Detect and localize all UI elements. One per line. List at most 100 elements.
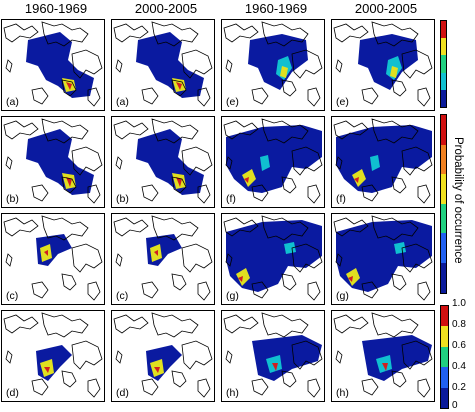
coastline <box>223 217 259 237</box>
coastline <box>251 184 269 202</box>
range-region <box>244 177 249 183</box>
coastline <box>41 312 89 338</box>
range-map <box>333 21 433 107</box>
coastline <box>181 340 213 370</box>
coastline <box>171 176 187 194</box>
range-map <box>223 215 323 301</box>
range-region <box>260 155 270 171</box>
coastline <box>371 312 419 338</box>
colorbar-tick-2: 0.8 <box>452 319 466 330</box>
coastline <box>281 370 297 388</box>
coastline <box>171 370 187 388</box>
coastline <box>115 59 123 73</box>
range-region <box>242 169 256 187</box>
coastline <box>335 350 343 364</box>
coastline <box>61 370 77 388</box>
coastline <box>291 340 323 370</box>
coastline <box>171 273 187 291</box>
range-region <box>354 177 359 183</box>
range-region <box>226 125 322 193</box>
coastline <box>291 146 323 176</box>
coastline <box>5 253 13 267</box>
coastline <box>225 253 233 267</box>
coastline <box>197 87 211 107</box>
range-map <box>3 312 103 398</box>
coastline <box>225 350 233 364</box>
coastline <box>31 184 49 202</box>
column-title-2: 2000-2005 <box>134 1 198 16</box>
range-region <box>390 66 398 78</box>
coastline <box>371 215 419 241</box>
range-region <box>238 276 243 282</box>
range-map <box>223 21 323 107</box>
range-region <box>272 363 278 371</box>
coastline <box>333 23 369 43</box>
range-region <box>284 242 296 254</box>
coastline <box>115 350 123 364</box>
colorbar-tick-1: 1.0 <box>452 298 466 309</box>
coastline <box>261 215 309 241</box>
range-region <box>176 82 182 90</box>
coastline <box>281 79 297 97</box>
coastline <box>335 156 343 170</box>
map-panel: (d) <box>111 310 215 402</box>
coastline <box>307 378 321 398</box>
coastline <box>391 176 407 194</box>
range-map <box>333 215 433 301</box>
range-region <box>370 155 380 171</box>
column-title-4: 2000-2005 <box>354 1 418 16</box>
colorbar-tick-5: 0.2 <box>452 382 466 393</box>
map-panel: (c) <box>111 213 215 305</box>
range-region <box>280 66 288 78</box>
panel-label: (a) <box>115 96 130 108</box>
range-region <box>44 367 50 373</box>
map-panel: (a) <box>1 19 105 111</box>
range-region <box>362 335 432 381</box>
panel-label: (e) <box>335 96 350 108</box>
panel-label: (f) <box>335 193 347 205</box>
coastline <box>307 184 321 204</box>
coastline <box>197 184 211 204</box>
range-map <box>113 118 213 204</box>
coastline <box>401 243 433 273</box>
coastline <box>417 184 431 204</box>
coastline <box>417 87 431 107</box>
coastline <box>361 184 379 202</box>
coastline <box>87 184 101 204</box>
colorbar-upper <box>440 20 447 108</box>
coastline <box>223 120 259 140</box>
coastline <box>417 378 431 398</box>
coastline <box>31 87 49 105</box>
coastline <box>335 253 343 267</box>
map-panel: (g) <box>221 213 325 305</box>
coastline <box>261 312 309 338</box>
map-panel: (b) <box>111 116 215 208</box>
range-map <box>113 312 213 398</box>
panel-label: (g) <box>225 290 240 302</box>
colorbar-mid <box>440 114 447 294</box>
coastline <box>181 243 213 273</box>
range-map <box>223 312 323 398</box>
coastline <box>333 120 369 140</box>
coastline <box>333 314 369 334</box>
coastline <box>151 312 199 338</box>
coastline <box>141 281 159 299</box>
colorbar-tick-6: 0 <box>452 400 458 411</box>
range-region <box>66 177 72 187</box>
range-region <box>136 32 204 98</box>
map-panel: (f) <box>331 116 435 208</box>
range-region <box>136 129 204 195</box>
coastline <box>361 87 379 105</box>
coastline <box>181 49 213 79</box>
coastline <box>71 243 103 273</box>
coastline <box>261 118 309 144</box>
range-map <box>223 118 323 204</box>
panel-label: (c) <box>5 290 20 302</box>
panel-label: (c) <box>115 290 130 302</box>
range-map <box>113 215 213 301</box>
coastline <box>61 79 77 97</box>
column-title-3: 1960-1969 <box>244 1 308 16</box>
coastline <box>115 156 123 170</box>
coastline <box>391 79 407 97</box>
coastline <box>291 49 323 79</box>
